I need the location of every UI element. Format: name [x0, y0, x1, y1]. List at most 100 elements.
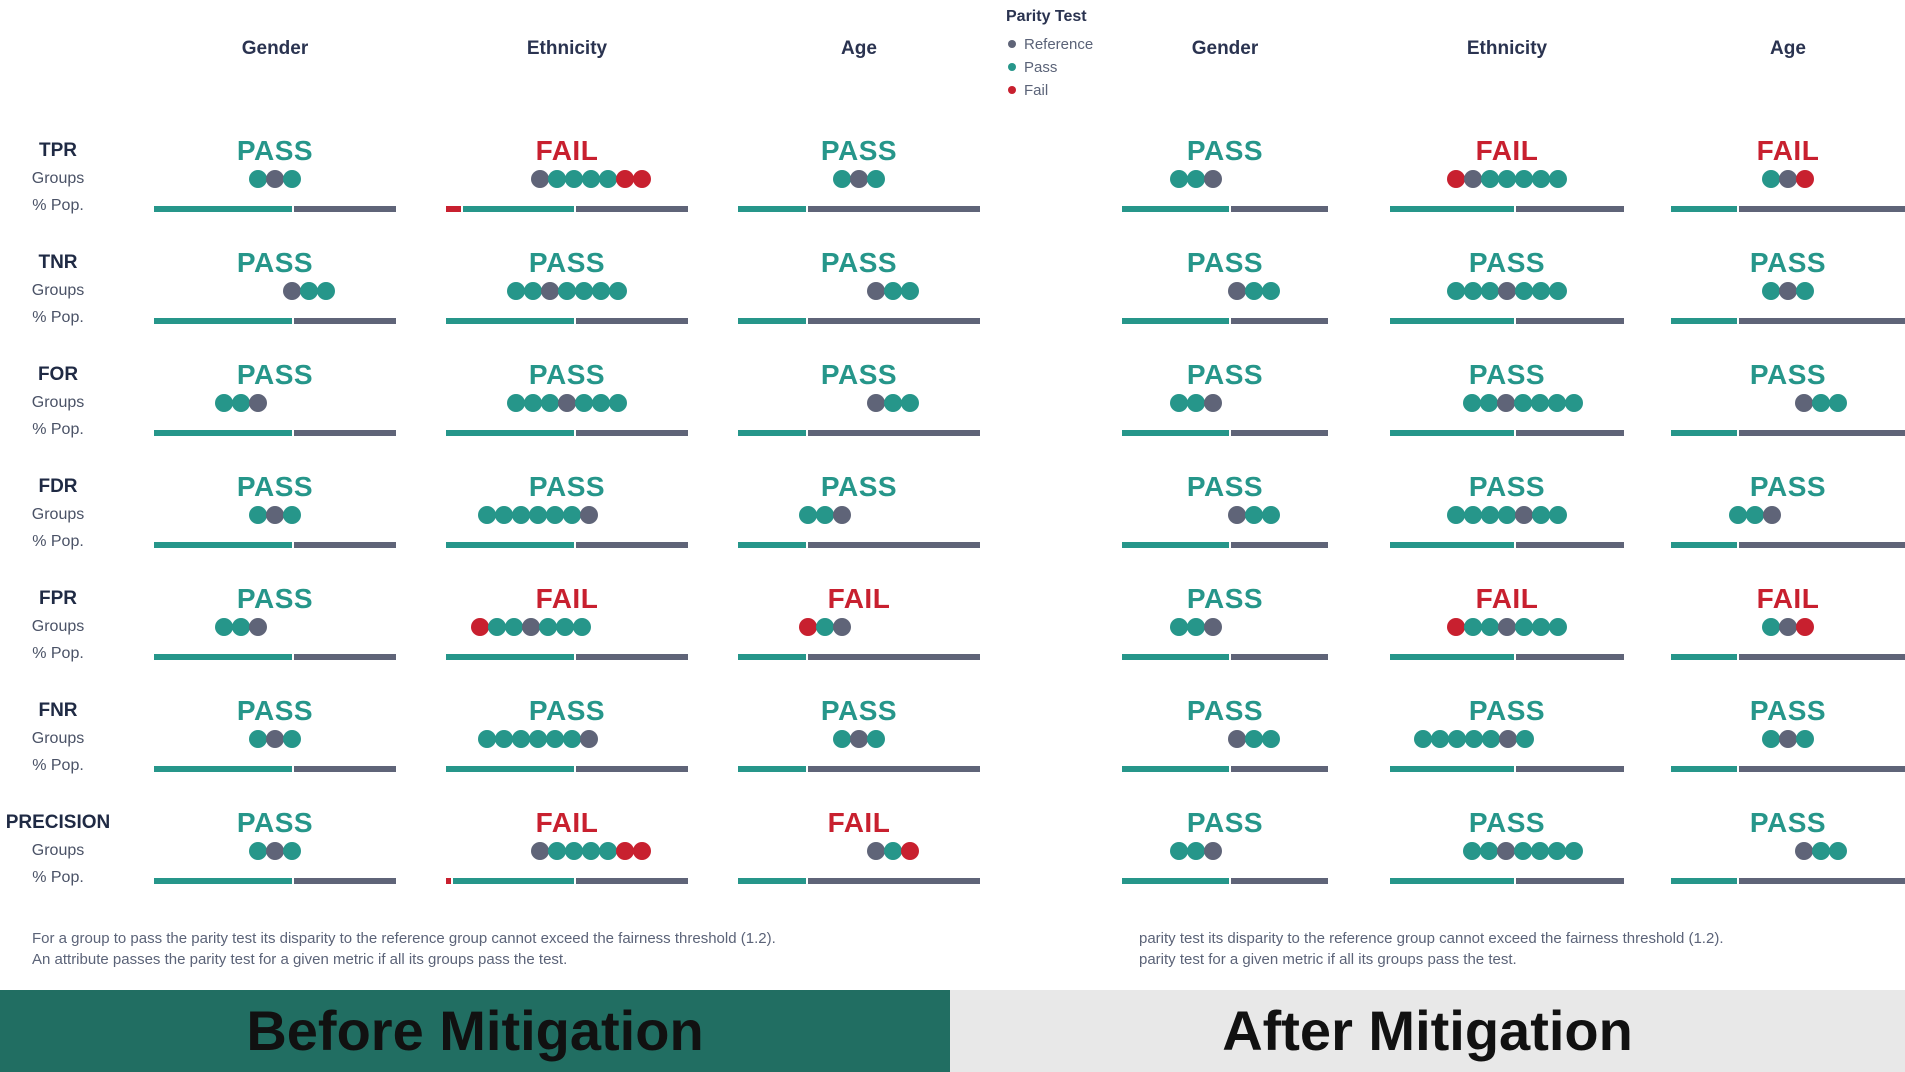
group-dot	[524, 282, 542, 300]
group-dot	[477, 730, 496, 748]
parity-result: PASS	[1186, 695, 1264, 726]
group-dot	[1779, 282, 1797, 300]
footnote-line: An attribute passes the parity test for …	[32, 951, 568, 968]
footnote-after: parity test its disparity to the referen…	[1139, 928, 1723, 970]
group-dot	[1204, 394, 1223, 412]
pop-bar-pass	[1671, 878, 1737, 884]
parity-result: FAIL	[535, 583, 599, 614]
group-dot	[545, 506, 564, 524]
parity-result: FAIL	[1756, 583, 1820, 614]
group-dot	[1828, 394, 1847, 412]
group-dot	[1549, 618, 1567, 636]
group-dot	[866, 394, 885, 412]
pop-bar-reference	[1738, 206, 1905, 212]
legend-item-pass: Pass	[1008, 59, 1057, 76]
parity-result: PASS	[1186, 583, 1264, 614]
group-dot	[1515, 282, 1533, 300]
group-dot	[1811, 394, 1830, 412]
group-dot	[538, 618, 557, 636]
pop-bar-pass	[446, 542, 575, 548]
parity-result: FAIL	[1756, 135, 1820, 166]
pop-bar-reference	[807, 430, 980, 436]
group-dot	[867, 730, 885, 748]
group-dot	[900, 394, 919, 412]
group-dot	[1170, 170, 1189, 188]
group-dot	[572, 618, 591, 636]
legend-label: Reference	[1024, 36, 1094, 53]
group-dot	[249, 394, 268, 412]
pop-bar-reference	[1738, 878, 1905, 884]
group-dot	[283, 842, 301, 860]
group-dot	[1515, 506, 1533, 524]
parity-result: PASS	[1186, 807, 1264, 838]
group-dot	[1828, 842, 1847, 860]
group-dot	[1531, 394, 1550, 412]
pop-bar-pass	[1390, 542, 1515, 548]
legend-item-reference: Reference	[1008, 36, 1093, 53]
parity-result: PASS	[1749, 247, 1827, 278]
group-dot	[266, 842, 284, 860]
group-dot	[1187, 394, 1206, 412]
group-dot	[1261, 506, 1280, 524]
group-dot	[1261, 282, 1280, 300]
pop-bar-reference	[1231, 766, 1329, 772]
group-dot	[816, 506, 835, 524]
metric-label: FDR	[38, 476, 78, 497]
group-dot	[1762, 730, 1780, 748]
groups-label: Groups	[31, 506, 85, 523]
group-dot	[1480, 394, 1499, 412]
pop-bar-reference	[807, 318, 980, 324]
pop-bar-pass	[738, 766, 806, 772]
group-dot	[1187, 170, 1206, 188]
group-dot	[816, 618, 835, 636]
groups-label: Groups	[31, 842, 85, 859]
group-dot	[511, 506, 530, 524]
pass-dot-icon	[1008, 63, 1016, 72]
group-dot	[1796, 618, 1814, 636]
group-dot	[562, 730, 581, 748]
parity-result: FAIL	[1475, 583, 1539, 614]
pop-label: % Pop.	[32, 197, 84, 214]
group-dot	[487, 618, 506, 636]
group-dot	[1481, 618, 1499, 636]
banner-after: After Mitigation	[950, 990, 1905, 1072]
group-dot	[1464, 170, 1482, 188]
pop-bar-pass	[1121, 878, 1230, 884]
group-dot	[494, 730, 513, 748]
pop-bar-reference	[807, 766, 980, 772]
group-dot	[1170, 618, 1189, 636]
group-dot	[528, 730, 547, 748]
legend-label: Pass	[1024, 59, 1058, 76]
fail-dot-icon	[1008, 86, 1016, 95]
group-dot	[507, 394, 525, 412]
group-dot	[1532, 506, 1550, 524]
group-dot	[1532, 170, 1550, 188]
group-dot	[1729, 506, 1748, 524]
group-dot	[582, 170, 601, 188]
metric-label: FOR	[37, 364, 79, 385]
column-header: Ethnicity	[1466, 38, 1548, 59]
group-dot	[833, 506, 852, 524]
group-dot	[249, 170, 267, 188]
group-dot	[1514, 394, 1533, 412]
pop-bar-fail	[446, 206, 461, 212]
group-dot	[1465, 730, 1484, 748]
group-dot	[541, 394, 559, 412]
pop-bar-reference	[1231, 206, 1329, 212]
group-dot	[1448, 730, 1467, 748]
group-dot	[582, 842, 601, 860]
parity-result: PASS	[236, 135, 314, 166]
pop-bar-reference	[1738, 766, 1905, 772]
group-dot	[1796, 282, 1814, 300]
group-dot	[477, 506, 496, 524]
pop-bar-pass	[1121, 766, 1230, 772]
group-dot	[283, 506, 301, 524]
group-dot	[1794, 394, 1813, 412]
group-dot	[1811, 842, 1830, 860]
group-dot	[883, 394, 902, 412]
pop-bar-pass	[1671, 206, 1737, 212]
group-dot	[1514, 842, 1533, 860]
column-header: Age	[841, 38, 877, 59]
pop-bar-reference	[1231, 654, 1329, 660]
group-dot	[1464, 618, 1482, 636]
